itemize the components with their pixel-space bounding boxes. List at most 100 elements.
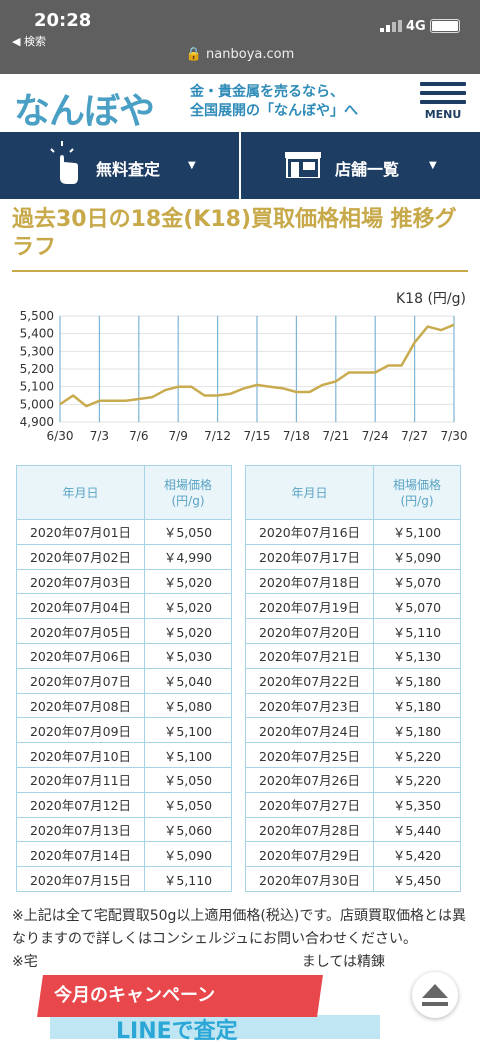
- date-cell: 2020年07月08日: [16, 692, 145, 719]
- table-row: 2020年07月11日 ￥5,050: [16, 766, 232, 793]
- y-tick-label: 5,400: [20, 327, 54, 341]
- price-cell: ￥5,080: [144, 692, 232, 719]
- date-cell: 2020年07月10日: [16, 742, 145, 768]
- price-note: ※上記は全て宅配買取50g以上適用価格(税込)です。店頭買取価格とは異なりますの…: [12, 905, 472, 974]
- date-cell: 2020年07月16日: [245, 519, 374, 545]
- price-cell: ￥5,070: [373, 593, 461, 620]
- price-cell: ￥5,050: [144, 766, 232, 793]
- col-header-date: 年月日: [16, 465, 145, 520]
- price-cell: ￥5,220: [373, 766, 461, 793]
- price-cell: ￥5,100: [144, 742, 232, 768]
- scroll-to-top-button[interactable]: [412, 972, 458, 1018]
- date-cell: 2020年07月12日: [16, 791, 145, 818]
- price-cell: ￥5,100: [144, 717, 232, 744]
- y-tick-label: 5,500: [20, 309, 54, 323]
- table-row: 2020年07月09日 ￥5,100: [16, 717, 232, 744]
- tap-hand-icon: [50, 141, 78, 184]
- menu-label: MENU: [424, 108, 462, 121]
- network-type: 4G: [406, 19, 426, 34]
- date-cell: 2020年07月29日: [245, 841, 374, 868]
- hamburger-icon: [420, 82, 466, 86]
- price-cell: ￥5,060: [144, 816, 232, 843]
- price-cell: ￥4,990: [144, 543, 232, 570]
- x-tick-label: 7/21: [322, 429, 349, 443]
- date-cell: 2020年07月25日: [245, 742, 374, 768]
- price-cell: ￥5,420: [373, 841, 461, 868]
- price-cell: ￥5,100: [373, 519, 461, 545]
- table-row: 2020年07月30日 ￥5,450: [245, 866, 461, 892]
- nav-divider: [239, 132, 241, 199]
- date-cell: 2020年07月11日: [16, 766, 145, 793]
- table-row: 2020年07月02日 ￥4,990: [16, 543, 232, 570]
- x-tick-label: 7/9: [169, 429, 188, 443]
- caret-down-icon: ▼: [429, 160, 437, 171]
- campaign-tab[interactable]: 今月のキャンペーン: [37, 975, 323, 1017]
- x-tick-label: 7/15: [244, 429, 271, 443]
- table-row: 2020年07月08日 ￥5,080: [16, 692, 232, 719]
- url-bar[interactable]: 🔒 nanboya.com: [0, 47, 480, 62]
- price-cell: ￥5,020: [144, 618, 232, 644]
- table-row: 2020年07月18日 ￥5,070: [245, 568, 461, 595]
- price-cell: ￥5,440: [373, 816, 461, 843]
- caret-down-icon: ▼: [188, 160, 196, 171]
- x-tick-label: 7/12: [204, 429, 231, 443]
- price-cell: ￥5,020: [144, 593, 232, 620]
- table-row: 2020年07月13日 ￥5,060: [16, 816, 232, 843]
- col-header-date: 年月日: [245, 465, 374, 520]
- chart-unit-label: K18 (円/g): [396, 291, 466, 307]
- nav-store-list[interactable]: 店舗一覧 ▼: [241, 132, 480, 199]
- table-row: 2020年07月15日 ￥5,110: [16, 866, 232, 892]
- table-row: 2020年07月23日 ￥5,180: [245, 692, 461, 719]
- line-banner[interactable]: LINEで査定: [50, 1015, 380, 1044]
- date-cell: 2020年07月05日: [16, 618, 145, 644]
- date-cell: 2020年07月28日: [245, 816, 374, 843]
- price-cell: ￥5,090: [373, 543, 461, 570]
- y-tick-label: 5,200: [20, 362, 54, 376]
- date-cell: 2020年07月30日: [245, 866, 374, 892]
- x-tick-label: 7/3: [90, 429, 109, 443]
- price-line: [59, 323, 455, 408]
- back-to-search[interactable]: ◀ 検索: [12, 35, 46, 48]
- date-cell: 2020年07月23日: [245, 692, 374, 719]
- price-table-left: 年月日 相場価格 (円/g) 2020年07月01日 ￥5,050 2020年07月0…: [16, 465, 232, 892]
- col-header-price: 相場価格 (円/g): [144, 465, 232, 520]
- date-cell: 2020年07月14日: [16, 841, 145, 868]
- table-row: 2020年07月12日 ￥5,050: [16, 791, 232, 818]
- date-cell: 2020年07月20日: [245, 618, 374, 644]
- x-tick-label: 7/27: [401, 429, 428, 443]
- table-row: 2020年07月26日 ￥5,220: [245, 766, 461, 793]
- date-cell: 2020年07月15日: [16, 866, 145, 892]
- date-cell: 2020年07月07日: [16, 667, 145, 694]
- site-logo[interactable]: なんぼや: [14, 91, 155, 132]
- table-row: 2020年07月29日 ￥5,420: [245, 841, 461, 868]
- x-tick-label: 7/30: [441, 429, 468, 443]
- table-row: 2020年07月20日 ￥5,110: [245, 618, 461, 644]
- table-row: 2020年07月05日 ￥5,020: [16, 618, 232, 644]
- price-cell: ￥5,070: [373, 568, 461, 595]
- date-cell: 2020年07月06日: [16, 642, 145, 669]
- table-row: 2020年07月16日 ￥5,100: [245, 519, 461, 545]
- nav-free-assessment[interactable]: 無料査定 ▼: [0, 132, 239, 199]
- price-cell: ￥5,130: [373, 642, 461, 669]
- store-icon: [285, 152, 321, 178]
- menu-button[interactable]: MENU: [420, 82, 466, 126]
- y-tick-label: 5,300: [20, 344, 54, 358]
- date-cell: 2020年07月19日: [245, 593, 374, 620]
- table-row: 2020年07月03日 ￥5,020: [16, 568, 232, 595]
- date-cell: 2020年07月26日: [245, 766, 374, 793]
- price-cell: ￥5,040: [144, 667, 232, 694]
- date-cell: 2020年07月24日: [245, 717, 374, 744]
- price-cell: ￥5,050: [144, 791, 232, 818]
- y-tick-label: 4,900: [20, 415, 54, 429]
- price-cell: ￥5,110: [373, 618, 461, 644]
- title-underline: [12, 270, 468, 272]
- banner-text: LINEで査定: [116, 1019, 238, 1044]
- x-tick-label: 6/30: [47, 429, 74, 443]
- table-row: 2020年07月06日 ￥5,030: [16, 642, 232, 669]
- status-bar: 20:28 ◀ 検索 4G 🔒 nanboya.com: [0, 0, 480, 74]
- eject-up-icon: [422, 984, 448, 1006]
- page-title: 過去30日の18金(K18)買取価格相場 推移グラフ: [12, 207, 457, 260]
- date-cell: 2020年07月21日: [245, 642, 374, 669]
- table-row: 2020年07月25日 ￥5,220: [245, 742, 461, 768]
- date-cell: 2020年07月17日: [245, 543, 374, 570]
